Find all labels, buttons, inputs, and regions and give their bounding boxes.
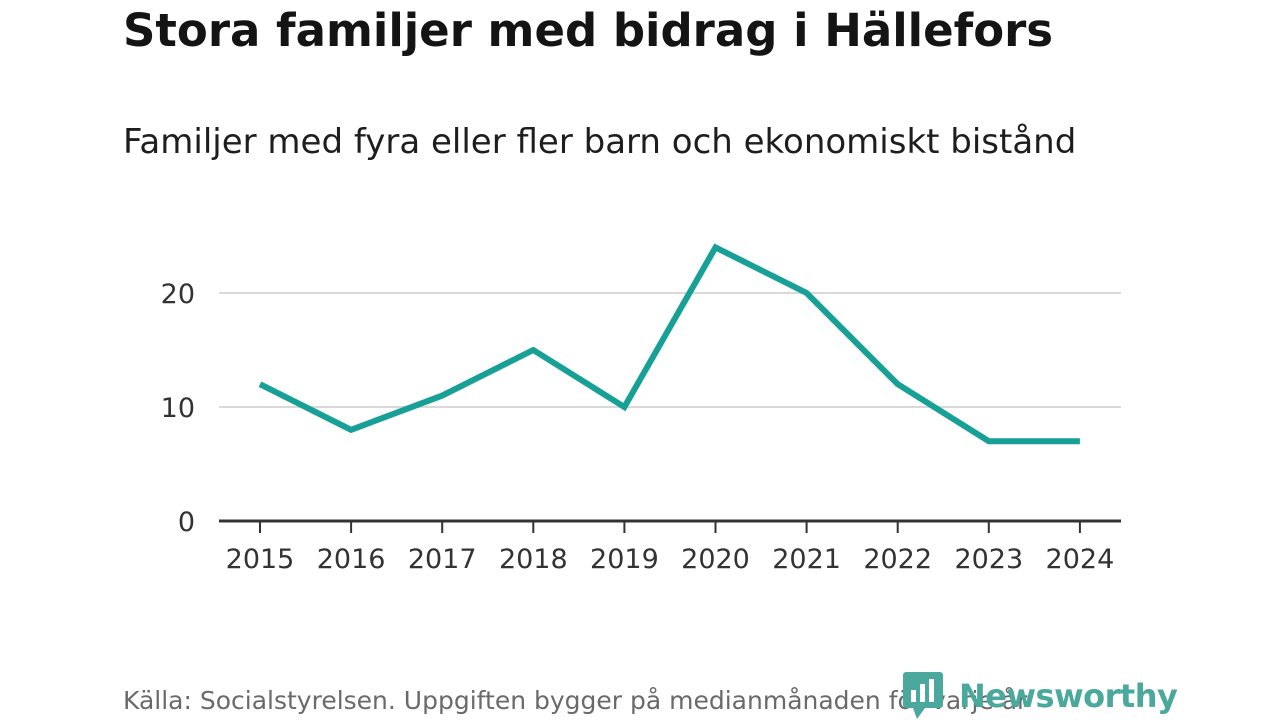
y-tick-label: 20	[161, 279, 195, 310]
y-tick-label: 10	[161, 393, 195, 424]
x-tick-label: 2019	[590, 544, 659, 575]
x-tick-label: 2015	[226, 544, 295, 575]
x-tick-label: 2020	[681, 544, 750, 575]
newsworthy-logo-text: Newsworthy	[959, 677, 1178, 715]
x-tick-label: 2022	[863, 544, 932, 575]
x-tick-label: 2018	[499, 544, 568, 575]
series-line	[258, 243, 1080, 445]
line-chart: 0 10 20 2015 2016 2017 2018 2019 2020 2021 2022 202…	[161, 243, 1121, 575]
newsworthy-logo: Newsworthy	[903, 672, 1178, 720]
source-note: Källa: Socialstyrelsen. Uppgiften bygger…	[123, 686, 1028, 715]
x-tick-label: 2017	[408, 544, 477, 575]
x-tick-label: 2023	[954, 544, 1023, 575]
x-tick-label: 2024	[1046, 544, 1115, 575]
y-tick-label: 0	[178, 507, 195, 538]
chart-title: Stora familjer med bidrag i Hällefors	[123, 4, 1054, 57]
x-tick-label: 2016	[317, 544, 386, 575]
newsworthy-logo-icon	[903, 672, 943, 719]
chart-subtitle: Familjer med fyra eller fler barn och ek…	[123, 122, 1077, 162]
x-tick-label: 2021	[772, 544, 841, 575]
